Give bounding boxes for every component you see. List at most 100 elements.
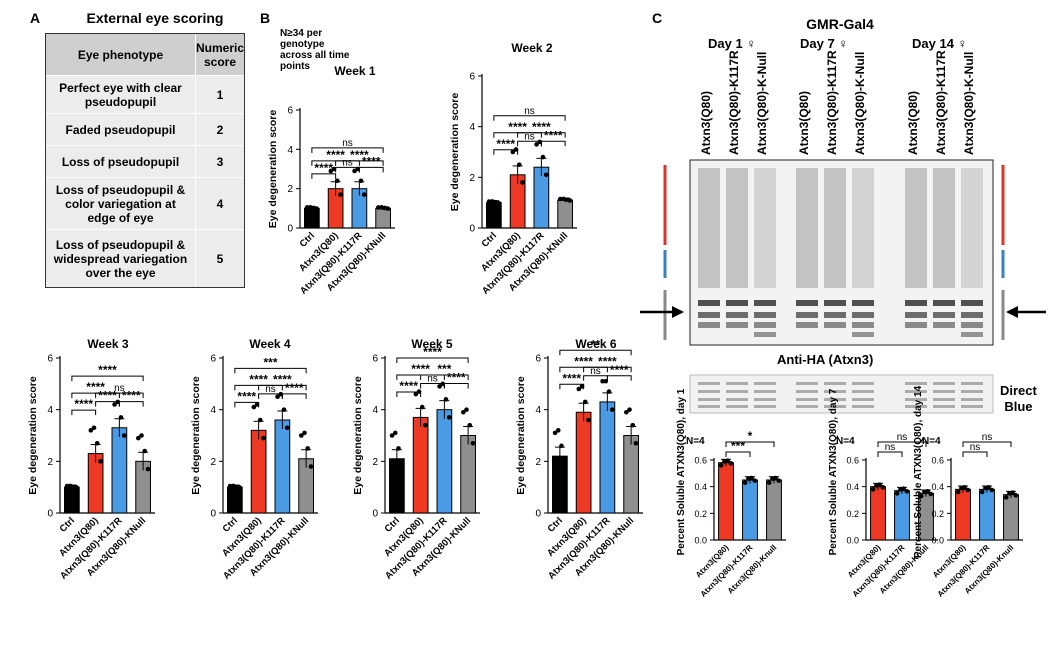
significance-label: * xyxy=(748,429,753,443)
blot-band xyxy=(796,312,818,318)
y-axis-title: Eye degeneration score xyxy=(449,93,461,212)
blot-band xyxy=(754,322,776,328)
data-point xyxy=(627,407,632,412)
y-tick-label: 0.4 xyxy=(931,482,944,492)
bar xyxy=(955,488,971,541)
data-point xyxy=(275,394,280,400)
stain-band xyxy=(824,390,846,393)
stain-band xyxy=(754,390,776,393)
significance-label: ns xyxy=(265,384,276,395)
data-point xyxy=(534,142,539,147)
stain-band xyxy=(905,398,927,401)
stain-band xyxy=(961,405,983,408)
day-label: Day 14 ♀ xyxy=(912,36,968,51)
bar xyxy=(979,488,995,541)
blot-smear xyxy=(796,168,818,288)
significance-label: **** xyxy=(399,379,418,393)
stain-band xyxy=(698,398,720,401)
data-point xyxy=(894,491,900,496)
day-label: Day 1 ♀ xyxy=(708,36,757,51)
chart-title: Week 1 xyxy=(334,64,375,78)
chart-6: 0.0 0.2 0.4 0.6 Percent Soluble ATXN3(Q80), … xyxy=(676,388,786,599)
phenotype-cell: Loss of pseudopupil xyxy=(46,146,196,178)
significance-bracket xyxy=(725,451,751,457)
phenotype-cell: Faded pseudopupil xyxy=(46,114,196,146)
data-point xyxy=(986,485,991,490)
data-point xyxy=(446,415,452,420)
data-point xyxy=(600,378,605,384)
significance-label: **** xyxy=(411,362,430,376)
significance-bracket xyxy=(71,409,97,416)
y-tick-label: 0 xyxy=(47,509,53,520)
data-point xyxy=(257,417,263,423)
blot-band xyxy=(726,322,748,328)
data-point xyxy=(633,440,639,446)
data-point xyxy=(112,402,117,407)
stain-band xyxy=(905,382,927,385)
blot-band xyxy=(754,300,776,306)
stain-band xyxy=(796,390,818,393)
significance-bracket xyxy=(877,441,927,447)
blot-band xyxy=(796,300,818,306)
blot-band xyxy=(698,322,720,328)
data-point xyxy=(413,391,419,397)
stain-band xyxy=(933,405,955,408)
chart-title: Week 2 xyxy=(511,41,552,55)
blot-antibody-label: Anti-HA (Atxn3) xyxy=(777,352,874,367)
data-point xyxy=(467,422,473,428)
score-table: Eye phenotype Numeric score Perfect eye … xyxy=(45,33,245,288)
y-tick-label: 6 xyxy=(210,354,216,365)
data-point xyxy=(918,493,924,499)
data-point xyxy=(925,489,930,494)
significance-label: ns xyxy=(982,432,993,443)
score-cell: 1 xyxy=(196,76,244,114)
significance-bracket xyxy=(559,383,585,390)
y-tick-label: 0 xyxy=(469,224,475,235)
y-tick-label: 2 xyxy=(535,457,541,468)
panel-b-letter: B xyxy=(260,10,271,26)
significance-bracket xyxy=(962,451,988,457)
significance-label: **** xyxy=(610,363,629,377)
significance-label: **** xyxy=(249,372,268,386)
y-tick-label: 0 xyxy=(287,224,293,235)
blot-band xyxy=(852,332,874,337)
significance-bracket xyxy=(358,166,384,173)
y-tick-label: 6 xyxy=(469,72,475,83)
blot-band xyxy=(796,322,818,328)
significance-bracket xyxy=(517,132,566,138)
score-cell: 5 xyxy=(196,230,244,287)
blot-band xyxy=(905,300,927,306)
data-point xyxy=(261,435,266,441)
y-tick-label: 4 xyxy=(372,405,378,416)
data-point xyxy=(624,409,629,415)
stain-band xyxy=(754,382,776,385)
significance-label: **** xyxy=(98,389,117,403)
significance-label: *** xyxy=(263,355,277,369)
stain-band xyxy=(698,382,720,385)
stain-band xyxy=(726,405,748,408)
significance-label: **** xyxy=(86,380,105,394)
blot-band xyxy=(824,322,846,328)
data-point xyxy=(773,475,778,481)
y-tick-label: 0.0 xyxy=(694,536,707,546)
x-tick-label: Ctrl xyxy=(546,515,565,534)
data-point xyxy=(540,154,546,160)
stain-band xyxy=(754,405,776,408)
bar xyxy=(274,419,291,514)
data-point xyxy=(358,178,364,184)
bar xyxy=(575,411,592,514)
significance-bracket xyxy=(606,375,632,381)
y-axis-title: Eye degeneration score xyxy=(190,376,202,495)
data-point xyxy=(965,487,971,493)
stain-band xyxy=(796,398,818,401)
y-tick-label: 4 xyxy=(287,145,293,156)
data-point xyxy=(304,205,310,210)
significance-label: **** xyxy=(350,148,369,162)
y-tick-label: 2 xyxy=(47,457,53,468)
data-point xyxy=(443,397,449,402)
blot-band xyxy=(933,300,955,306)
y-tick-label: 0.0 xyxy=(846,536,859,546)
blot-band xyxy=(961,332,983,337)
